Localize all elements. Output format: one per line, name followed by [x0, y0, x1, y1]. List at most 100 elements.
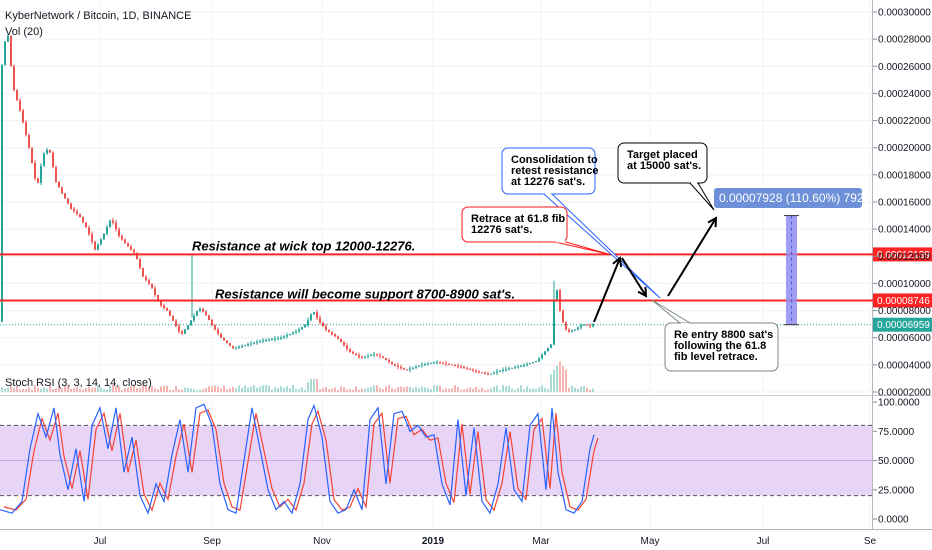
- volume-bar: [469, 387, 471, 392]
- volume-bar: [79, 388, 81, 392]
- candle-body: [397, 365, 399, 367]
- volume-bar: [421, 386, 423, 392]
- candle-body: [172, 315, 174, 321]
- volume-bar: [229, 388, 231, 392]
- candle-body: [379, 355, 381, 357]
- volume-bar: [406, 386, 408, 392]
- candle-body: [475, 370, 477, 372]
- volume-bar: [253, 385, 255, 392]
- note-text: at 15000 sat's.: [627, 160, 701, 172]
- candle-body: [67, 198, 69, 204]
- candle-body: [103, 233, 105, 240]
- volume-bar: [430, 389, 432, 392]
- candle-body: [385, 358, 387, 361]
- candle-body: [547, 347, 549, 352]
- candle-body: [532, 362, 534, 364]
- candle-body: [583, 324, 585, 326]
- price-tick-label: 0.00016000: [878, 198, 931, 209]
- candle-body: [163, 305, 165, 309]
- note-box: [461, 206, 568, 243]
- volume-bar: [271, 389, 273, 392]
- price-tick-label: 0.00024000: [878, 89, 931, 100]
- candle-body: [442, 362, 444, 364]
- candle-body: [349, 349, 351, 352]
- candle-body: [190, 320, 192, 326]
- volume-bar: [295, 389, 297, 392]
- volume-bar: [19, 389, 21, 392]
- candle-body: [403, 368, 405, 370]
- volume-bar: [121, 389, 123, 392]
- volume-bar: [583, 386, 585, 392]
- candle-body: [421, 364, 423, 366]
- rsi-tick-label: 100.0000: [878, 398, 920, 409]
- volume-bar: [22, 388, 24, 392]
- candle-body: [580, 325, 582, 328]
- candle-body: [499, 370, 501, 372]
- volume-bar: [94, 387, 96, 392]
- annotations[interactable]: 0.00007928 (110.60%) 7928 Consolidation t…: [461, 142, 871, 372]
- volume-bar: [511, 388, 513, 392]
- volume-bar: [148, 387, 150, 392]
- candle-body: [430, 363, 432, 365]
- volume-bar: [415, 387, 417, 392]
- price-label-bg: [873, 247, 932, 262]
- rsi-label: Stoch RSI (3, 3, 14, 14, close): [5, 377, 152, 389]
- volume-bar: [154, 388, 156, 392]
- volume-bar: [310, 378, 312, 392]
- candle-body: [238, 346, 240, 348]
- horizontal-lines[interactable]: Resistance at wick top 12000-12276. 0.000…: [0, 238, 932, 332]
- candle-body: [214, 325, 216, 330]
- volume-bar: [544, 388, 546, 392]
- volume-bar: [445, 388, 447, 392]
- candle-body: [388, 360, 390, 363]
- volume-bar: [367, 387, 369, 392]
- price-label: 0.00012139: [877, 250, 930, 261]
- volume-bar: [64, 385, 66, 392]
- candle-body: [496, 371, 498, 373]
- candle-body: [241, 345, 243, 347]
- candle-body: [100, 239, 102, 245]
- volume-bar: [403, 387, 405, 392]
- candle-body: [427, 363, 429, 365]
- candle-body: [538, 358, 540, 362]
- rsi-d-line: [3, 409, 599, 512]
- volume-bar: [178, 389, 180, 392]
- note-tail: [651, 299, 692, 324]
- volume-bar: [349, 388, 351, 392]
- volume-bar: [436, 385, 438, 392]
- time-tick-label: 2019: [422, 536, 445, 547]
- volume-bar: [133, 385, 135, 392]
- candle-body: [232, 345, 234, 349]
- volume-bar: [586, 387, 588, 392]
- candle-body: [511, 367, 513, 369]
- volume-bar: [466, 388, 468, 392]
- candle-body: [502, 369, 504, 371]
- volume-bar: [208, 386, 210, 392]
- volume-bar: [418, 388, 420, 392]
- candle-body: [88, 227, 90, 235]
- volume-bar: [109, 386, 111, 392]
- volume-bar: [265, 385, 267, 392]
- volume-bar: [379, 387, 381, 392]
- volume-bar: [70, 388, 72, 392]
- volume-bar: [442, 389, 444, 392]
- volume-bar: [73, 387, 75, 392]
- note-text: Target placed: [627, 149, 698, 161]
- candle-body: [199, 308, 201, 312]
- volume-bar: [538, 387, 540, 392]
- candle-body: [97, 244, 99, 250]
- volume-bar: [262, 385, 264, 392]
- volume-bar: [304, 389, 306, 392]
- volume-bar: [457, 386, 459, 392]
- note-box: [664, 322, 779, 372]
- measure-label-bg: [714, 188, 862, 208]
- volume-bar: [145, 385, 147, 392]
- candle-body: [577, 327, 579, 330]
- projection-arrow: [667, 217, 717, 297]
- candle-body: [208, 314, 210, 321]
- candle-body: [289, 333, 291, 336]
- volume-bar: [205, 387, 207, 392]
- candle-body: [136, 252, 138, 260]
- note-text: retest resistance: [511, 165, 598, 177]
